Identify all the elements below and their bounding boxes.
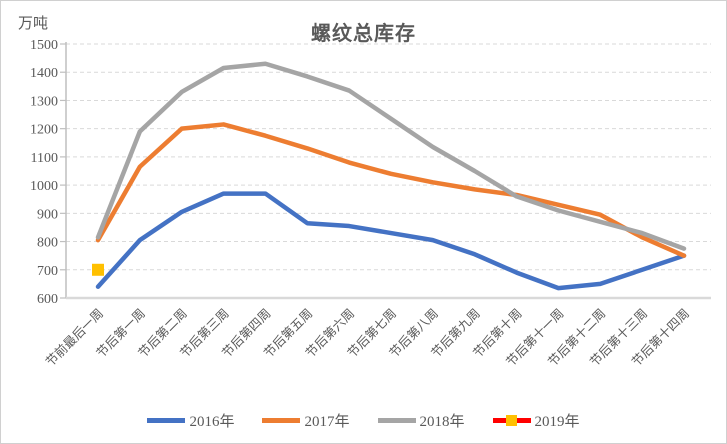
y-axis-label-1100: 1100	[31, 151, 58, 166]
series-line-2017年	[95, 122, 687, 258]
series-line-2018年	[95, 61, 687, 251]
y-axis-label-1400: 1400	[30, 66, 58, 81]
legend-label-2019: 2019年	[534, 414, 580, 430]
legend-item-2018: 2018年	[377, 410, 465, 431]
y-axis-label-1200: 1200	[30, 123, 58, 138]
y-axis-label-900: 900	[37, 207, 58, 222]
legend-line-swatch-2019	[492, 414, 531, 426]
legend-item-2019: 2019年	[492, 410, 580, 431]
legend-label-2016: 2016年	[189, 414, 235, 430]
y-axis-label-1500: 1500	[30, 38, 58, 53]
chart-title: 螺纹总库存	[311, 23, 416, 45]
chart-legend: 2016年 2017年 2018年 2019年	[1, 410, 726, 431]
y-axis-label-800: 800	[37, 236, 58, 251]
legend-label-2018: 2018年	[419, 414, 465, 430]
y-axis-label-700: 700	[37, 264, 58, 279]
legend-square-marker-2019	[505, 414, 517, 426]
legend-label-2017: 2017年	[304, 414, 350, 430]
legend-line-swatch-2017	[262, 418, 301, 423]
y-axis-label-1300: 1300	[30, 94, 58, 109]
legend-line-swatch-2016	[147, 418, 186, 423]
y-axis-label-1000: 1000	[30, 179, 58, 194]
x-axis-label-0: 节前最后一周	[42, 306, 106, 370]
legend-item-2017: 2017年	[262, 410, 350, 431]
legend-line-swatch-2018	[377, 418, 416, 423]
legend-item-2016: 2016年	[147, 410, 234, 431]
series-line-2016年	[95, 191, 687, 291]
y-axis-label-600: 600	[37, 292, 58, 307]
series-marker-2019年	[92, 263, 104, 276]
y-axis-unit-label: 万吨	[18, 16, 49, 32]
